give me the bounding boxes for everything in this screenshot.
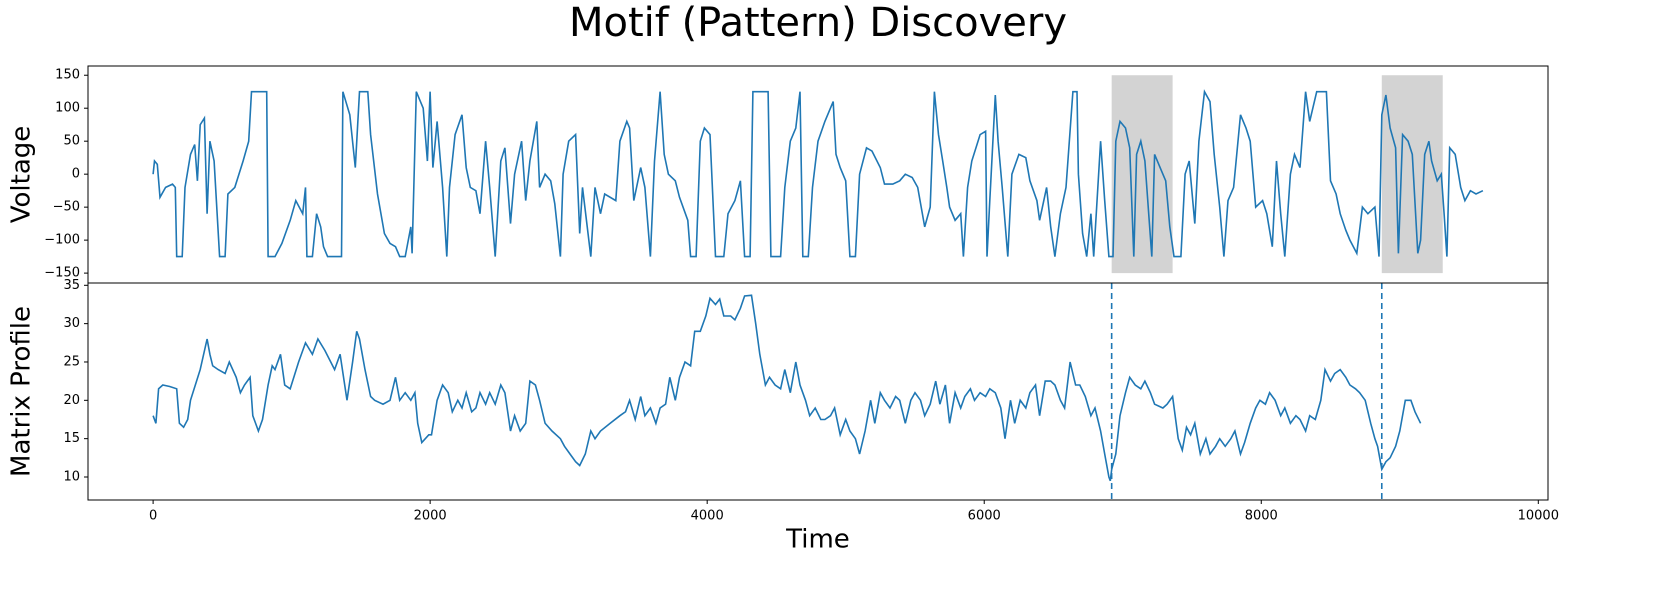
y-tick-label: 35 — [63, 278, 80, 293]
y-tick-label: 100 — [55, 101, 80, 116]
y-tick-label: 50 — [63, 134, 80, 149]
x-tick-label: 0 — [149, 509, 157, 524]
y-tick-label: −150 — [44, 266, 80, 281]
axes-frame — [87, 282, 1549, 501]
x-tick-label: 4000 — [691, 509, 724, 524]
y-tick-label: 15 — [63, 431, 80, 446]
y-tick-label: −50 — [53, 200, 80, 215]
data-line — [152, 294, 1422, 482]
data-line — [152, 89, 1484, 258]
x-axis-label: Time — [785, 525, 850, 555]
x-tick-label: 8000 — [1245, 509, 1278, 524]
motif-span — [1381, 75, 1443, 274]
y-tick-label: 25 — [63, 354, 80, 369]
y-axis-label: Voltage — [7, 126, 37, 224]
y-tick-label: 0 — [72, 167, 80, 182]
y-tick-label: 10 — [63, 469, 80, 484]
chart-title: Motif (Pattern) Discovery — [569, 0, 1067, 46]
x-tick-label: 6000 — [968, 509, 1001, 524]
y-axis-label: Matrix Profile — [7, 306, 37, 477]
y-tick-label: 30 — [63, 316, 80, 331]
x-tick-label: 2000 — [414, 509, 447, 524]
y-tick-label: −100 — [44, 233, 80, 248]
y-tick-label: 150 — [55, 68, 80, 83]
y-tick-label: 20 — [63, 393, 80, 408]
x-tick-label: 10000 — [1518, 509, 1559, 524]
